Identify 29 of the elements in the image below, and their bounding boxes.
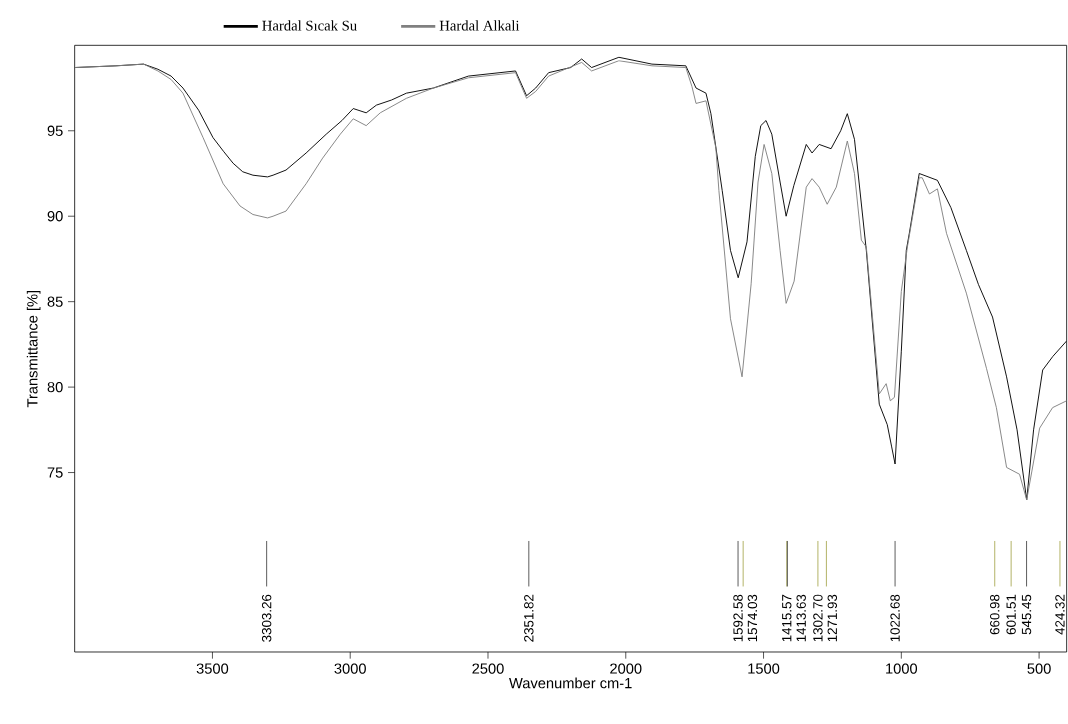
ref-line-label: 1592.58 [733,594,743,642]
ref-line-label: 3303.26 [261,594,272,642]
ref-line-label: 2351.82 [524,594,534,642]
ref-line-label: 1415.57 [782,594,792,642]
ref-line-label: 545.45 [1021,594,1032,635]
ref-line-label: 1413.63 [796,594,806,642]
ref-line-label: 1302.70 [813,594,823,642]
x-tick-label: 2000 [610,663,642,674]
y-tick-label: 80 [47,381,63,393]
x-tick-label: 1000 [886,663,918,674]
y-tick-label: 75 [47,467,63,478]
ref-line-label: 1271.93 [827,594,838,642]
y-axis-title: Transmittance [%] [26,290,41,408]
x-tick-label: 2500 [472,663,504,674]
ref-line-label: 660.98 [990,594,1000,635]
x-tick-label: 1500 [748,663,780,674]
y-tick-label: 90 [47,211,63,222]
y-tick-label: 95 [47,125,63,136]
x-axis-title: Wavenumber cm-1 [509,677,632,689]
x-tick-label: 3000 [334,663,366,674]
x-tick-label: 500 [1027,663,1051,674]
ref-line-label: 601.51 [1006,594,1016,635]
ref-line-label: 1574.03 [747,594,758,642]
legend-label: Hardal Sıcak Su [262,20,357,31]
legend-label: Hardal Alkali [439,20,520,31]
x-tick-label: 3500 [196,663,229,674]
ref-line-label: 1022.68 [890,594,900,642]
ref-line-label: 424.32 [1055,594,1065,635]
y-tick-label: 85 [47,296,63,307]
